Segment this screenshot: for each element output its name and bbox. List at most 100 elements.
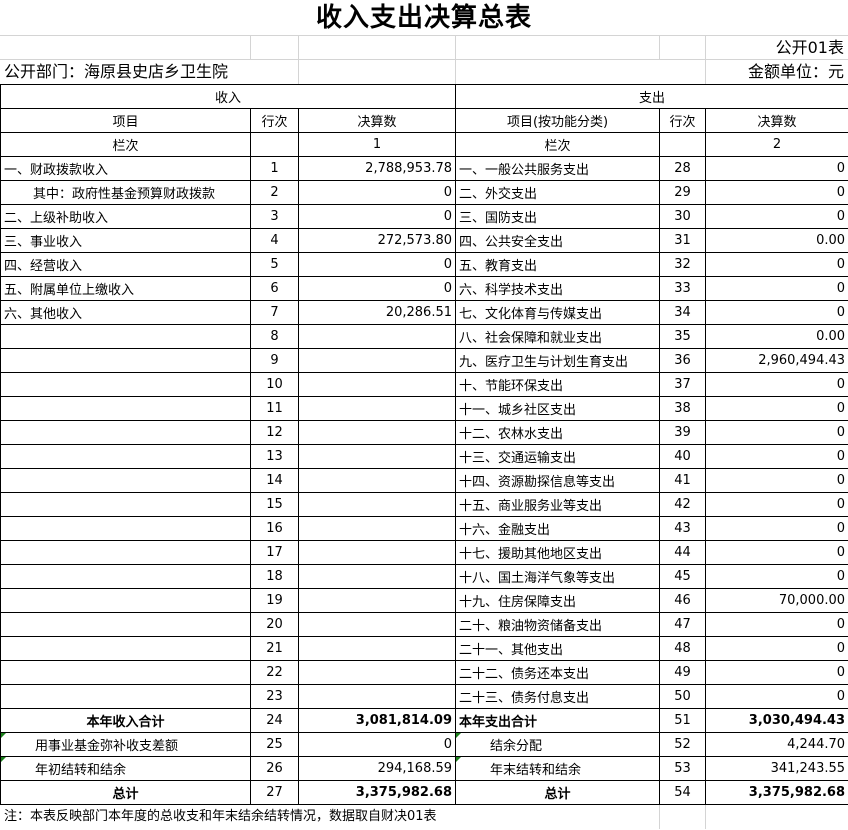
- col-item: 项目: [0, 108, 251, 133]
- income-amount: [297, 396, 457, 421]
- expense-item: 三、国防支出: [455, 204, 661, 229]
- expense-row-no: 53: [659, 756, 707, 781]
- income-row-no: 12: [250, 420, 299, 445]
- income-row-no: 13: [250, 444, 299, 469]
- income-amount: 272,573.80: [297, 228, 457, 253]
- table-row: 23 二十三、债务付息支出 50 0: [0, 684, 848, 709]
- expense-amount: 0: [705, 300, 848, 325]
- expense-summary-amount: 4,244.70: [705, 732, 848, 757]
- income-amount: [297, 372, 457, 397]
- table-row: 四、经营收入 5 0 五、教育支出 32 0: [0, 252, 848, 277]
- expense-amount: 0: [705, 660, 848, 685]
- expense-header: 支出: [455, 84, 848, 109]
- expense-amount: 0: [705, 492, 848, 517]
- expense-item: 二、外交支出: [455, 180, 661, 205]
- expense-row-no: 46: [659, 588, 707, 613]
- income-item: [0, 324, 251, 349]
- income-item: 六、其他收入: [0, 300, 251, 325]
- income-item: [0, 348, 251, 373]
- income-amount: [297, 516, 457, 541]
- income-item: [0, 372, 251, 397]
- income-row-no: 14: [250, 468, 299, 493]
- income-item: [0, 684, 251, 709]
- income-amount: [297, 492, 457, 517]
- department-row: 公开部门：海原县史店乡卫生院 金额单位：元: [0, 60, 848, 84]
- empty-cell: [659, 132, 707, 157]
- table-row: 20 二十、粮油物资储备支出 47 0: [0, 612, 848, 637]
- expense-item: 五、教育支出: [455, 252, 661, 277]
- income-summary-amount: 3,081,814.09: [297, 708, 457, 733]
- expense-row-no: 51: [659, 708, 707, 733]
- income-amount: 0: [297, 180, 457, 205]
- income-summary-amount: 0: [297, 732, 457, 757]
- income-item: 其中：政府性基金预算财政拨款: [0, 180, 251, 205]
- expense-item: 十二、农林水支出: [455, 420, 661, 445]
- income-summary-amount: 294,168.59: [297, 756, 457, 781]
- income-row-no: 1: [250, 156, 299, 181]
- expense-amount: 0.00: [705, 324, 848, 349]
- income-amount: [297, 540, 457, 565]
- col-number-1: 1: [297, 132, 457, 157]
- expense-item: 十九、住房保障支出: [455, 588, 661, 613]
- expense-row-no: 48: [659, 636, 707, 661]
- income-amount: [297, 444, 457, 469]
- expense-amount: 0: [705, 372, 848, 397]
- expense-row-no: 47: [659, 612, 707, 637]
- income-expense-table: 收入 支出 项目 行次 决算数 项目(按功能分类) 行次 决算数 栏次 1 栏次…: [0, 84, 848, 805]
- expense-amount: 0: [705, 420, 848, 445]
- expense-summary-amount: 3,030,494.43: [705, 708, 848, 733]
- expense-amount: 0: [705, 252, 848, 277]
- income-row-no: 24: [250, 708, 299, 733]
- expense-item: 四、公共安全支出: [455, 228, 661, 253]
- table-row: 五、附属单位上缴收入 6 0 六、科学技术支出 33 0: [0, 276, 848, 301]
- income-item: [0, 612, 251, 637]
- income-item: 四、经营收入: [0, 252, 251, 277]
- income-item: 五、附属单位上缴收入: [0, 276, 251, 301]
- income-item: 二、上级补助收入: [0, 204, 251, 229]
- income-amount: [297, 684, 457, 709]
- expense-amount: 0: [705, 636, 848, 661]
- income-summary-amount: 3,375,982.68: [297, 780, 457, 805]
- income-amount: [297, 420, 457, 445]
- income-row-no: 6: [250, 276, 299, 301]
- expense-row-no: 49: [659, 660, 707, 685]
- expense-amount: 70,000.00: [705, 588, 848, 613]
- income-amount: 0: [297, 252, 457, 277]
- expense-item: 十三、交通运输支出: [455, 444, 661, 469]
- income-item: 一、财政拨款收入: [0, 156, 251, 181]
- income-amount: [297, 612, 457, 637]
- table-row: 15 十五、商业服务业等支出 42 0: [0, 492, 848, 517]
- table-row: 三、事业收入 4 272,573.80 四、公共安全支出 31 0.00: [0, 228, 848, 253]
- expense-row-no: 44: [659, 540, 707, 565]
- col-item-func: 项目(按功能分类): [455, 108, 661, 133]
- expense-row-no: 41: [659, 468, 707, 493]
- table-row: 17 十七、援助其他地区支出 44 0: [0, 540, 848, 565]
- income-amount: [297, 324, 457, 349]
- expense-item: 七、文化体育与传媒支出: [455, 300, 661, 325]
- expense-item: 六、科学技术支出: [455, 276, 661, 301]
- income-amount: [297, 348, 457, 373]
- income-item: [0, 444, 251, 469]
- income-row-no: 25: [250, 732, 299, 757]
- income-amount: 20,286.51: [297, 300, 457, 325]
- table-row: 18 十八、国土海洋气象等支出 45 0: [0, 564, 848, 589]
- summary-row: 总计 27 3,375,982.68 总计 54 3,375,982.68: [0, 780, 848, 805]
- expense-amount: 0: [705, 276, 848, 301]
- income-row-no: 9: [250, 348, 299, 373]
- income-item: [0, 588, 251, 613]
- expense-item: 十一、城乡社区支出: [455, 396, 661, 421]
- expense-row-no: 52: [659, 732, 707, 757]
- expense-amount: 0: [705, 612, 848, 637]
- income-summary-item: 用事业基金弥补收支差额: [0, 732, 251, 757]
- expense-amount: 0.00: [705, 228, 848, 253]
- expense-amount: 0: [705, 516, 848, 541]
- expense-item: 九、医疗卫生与计划生育支出: [455, 348, 661, 373]
- table-row: 22 二十二、债务还本支出 49 0: [0, 660, 848, 685]
- col-label: 栏次: [455, 132, 661, 157]
- income-row-no: 15: [250, 492, 299, 517]
- col-label: 栏次: [0, 132, 251, 157]
- expense-summary-amount: 3,375,982.68: [705, 780, 848, 805]
- income-item: [0, 468, 251, 493]
- expense-item: 二十一、其他支出: [455, 636, 661, 661]
- expense-row-no: 34: [659, 300, 707, 325]
